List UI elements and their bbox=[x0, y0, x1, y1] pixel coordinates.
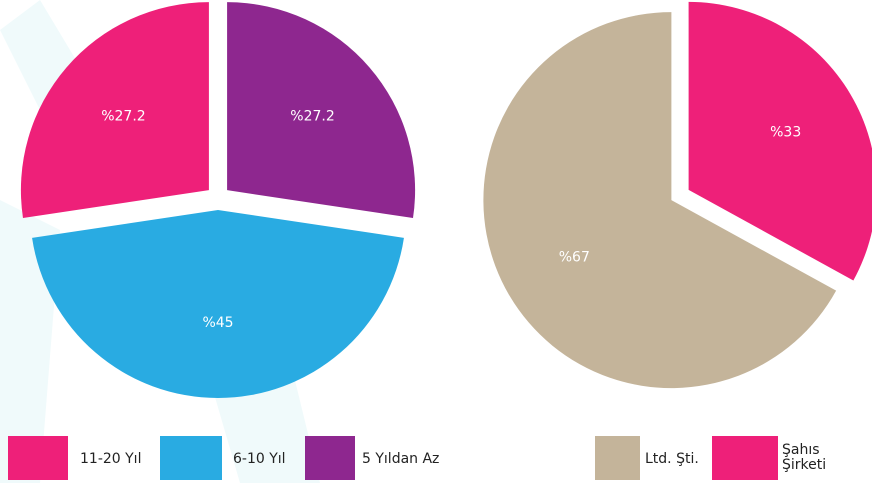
slice-label: %27.2 bbox=[101, 109, 145, 125]
pie-slice bbox=[32, 210, 404, 398]
slice-label: %27.2 bbox=[290, 109, 334, 125]
legend-label-line: Şahıs bbox=[782, 442, 820, 458]
pie-slice bbox=[227, 2, 416, 218]
legend-swatch bbox=[8, 436, 68, 480]
legend-label: 5 Yıldan Az bbox=[362, 451, 439, 467]
legend-label: Şahıs Şirketi bbox=[782, 442, 826, 473]
legend-label: Ltd. Şti. bbox=[645, 451, 699, 467]
legend-swatch bbox=[712, 436, 778, 480]
legend-swatch bbox=[595, 436, 640, 480]
pie-slice bbox=[688, 1, 872, 281]
legend-swatch bbox=[160, 436, 222, 480]
pie-slice bbox=[20, 2, 209, 218]
slice-label: %67 bbox=[559, 250, 590, 266]
legend-label: 6-10 Yıl bbox=[233, 451, 286, 467]
pie-slice bbox=[483, 12, 837, 389]
legend-swatch bbox=[305, 436, 355, 480]
legend-label-line: Şirketi bbox=[782, 457, 826, 473]
legend-label: 11-20 Yıl bbox=[80, 451, 141, 467]
slice-label: %45 bbox=[202, 315, 233, 331]
slice-label: %33 bbox=[770, 124, 801, 140]
